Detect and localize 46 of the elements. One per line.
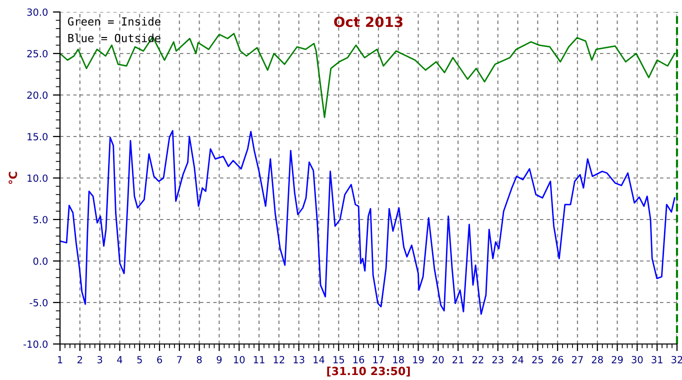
x-tick-label: 12: [274, 356, 284, 364]
x-tick-label: 18: [393, 356, 404, 364]
x-tick-label: 32: [672, 356, 682, 364]
y-tick-label: 5.0: [33, 216, 48, 224]
x-tick-label: 17: [373, 356, 384, 364]
chart-title: Oct 2013: [334, 16, 402, 28]
y-tick-label: 0.0: [33, 257, 48, 265]
y-tick-label: -10.0: [24, 340, 48, 348]
y-tick-label: 15.0: [28, 132, 48, 140]
x-tick-label: 10: [234, 356, 245, 364]
y-tick-label: 20.0: [27, 91, 48, 99]
x-tick-label: 3: [97, 356, 102, 364]
x-tick-label: 28: [592, 356, 603, 364]
x-tick-label: 9: [216, 356, 222, 364]
x-tick-label: 19: [413, 356, 424, 364]
x-tick-label: 1: [58, 356, 62, 364]
x-tick-label: 27: [572, 356, 583, 364]
x-tick-label: 14: [314, 356, 324, 364]
x-tick-label: 2: [78, 356, 82, 364]
x-tick-label: 26: [552, 356, 564, 364]
x-tick-label: 24: [512, 356, 524, 364]
x-tick-label: 30: [632, 356, 643, 364]
x-tick-label: 4: [117, 356, 122, 364]
x-tick-label: 13: [294, 356, 304, 364]
x-axis-title: [31.10 23:50]: [327, 366, 410, 377]
x-tick-label: 31: [652, 356, 662, 364]
x-tick-label: 22: [472, 356, 484, 364]
y-tick-label: 10.0: [28, 174, 48, 182]
x-tick-label: 5: [137, 356, 142, 364]
x-tick-label: 11: [254, 356, 264, 364]
x-tick-label: 6: [157, 356, 162, 364]
x-tick-label: 23: [492, 356, 504, 364]
x-tick-label: 7: [177, 356, 182, 364]
x-tick-label: 21: [452, 356, 464, 364]
x-tick-label: 16: [353, 356, 364, 364]
y-axis-title: °C: [8, 172, 18, 184]
x-tick-label: 8: [196, 356, 202, 364]
annotation: Green = Inside: [68, 17, 160, 26]
x-tick-label: 29: [612, 356, 623, 364]
y-tick-label: 30.0: [27, 8, 48, 16]
y-tick-label: -5.0: [30, 298, 48, 306]
x-tick-label: 15: [334, 356, 344, 364]
line-series: [60, 130, 676, 315]
y-tick-label: 25.0: [27, 50, 48, 58]
x-tick-label: 25: [532, 356, 544, 364]
x-tick-label: 20: [432, 356, 444, 364]
